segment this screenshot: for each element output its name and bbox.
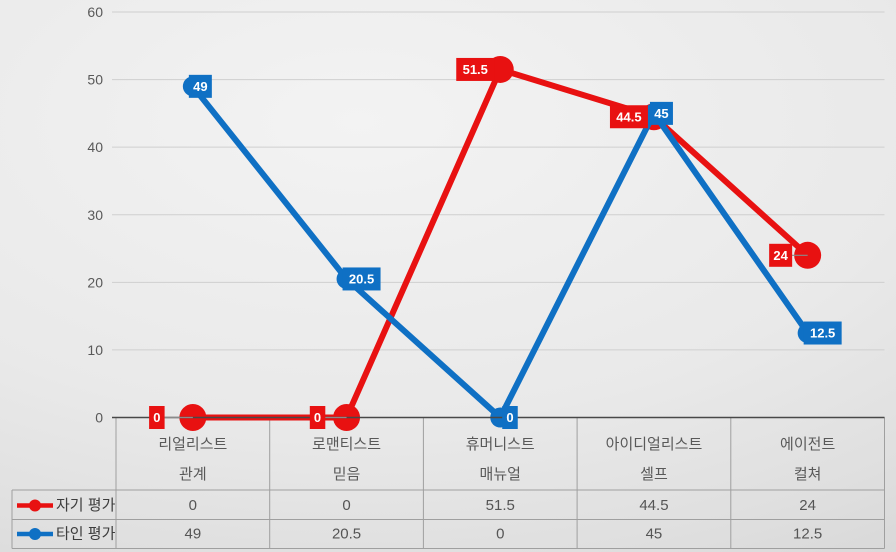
table-cell-value: 12.5: [793, 526, 822, 543]
data-label-value: 49: [193, 79, 207, 94]
series-line-1: [190, 84, 811, 421]
legend-swatch-marker-1: [29, 528, 41, 540]
category-sublabel: 컬쳐: [794, 466, 822, 483]
data-label-box-1: [803, 321, 842, 345]
category-label: 에이전트: [780, 436, 835, 453]
category-label: 로맨티스트: [312, 436, 381, 453]
data-label-value: 0: [153, 410, 160, 425]
category-sublabel: 매뉴얼: [480, 466, 521, 483]
legend-label-0: 자기 평가: [56, 497, 116, 514]
table-cell-value: 0: [496, 526, 504, 543]
data-label-box-1: [502, 406, 518, 429]
y-axis-tick-label: 30: [87, 207, 103, 223]
data-label-box-0: [769, 243, 793, 267]
table-cell-value: 0: [342, 497, 350, 514]
data-label-box-0: [309, 406, 326, 429]
y-axis-tick-label: 50: [87, 72, 103, 88]
category-sublabel: 셀프: [640, 466, 668, 483]
data-label-value: 0: [314, 410, 321, 425]
y-axis-tick-label: 40: [87, 139, 103, 155]
legend-label-1: 타인 평가: [56, 526, 116, 543]
data-label-box-0: [149, 406, 165, 429]
data-label-box-0: [456, 57, 495, 81]
data-label-value: 24: [773, 248, 788, 263]
category-sublabel: 믿음: [333, 466, 361, 483]
table-cell-value: 0: [189, 497, 197, 514]
data-label-value: 44.5: [616, 109, 641, 124]
series-line-0: [192, 66, 810, 421]
table-cell-value: 51.5: [486, 497, 515, 514]
data-label-box-0: [609, 105, 648, 129]
y-axis-tick-label: 20: [87, 274, 103, 290]
y-axis-tick-label: 0: [95, 410, 103, 426]
data-label-value: 12.5: [810, 326, 835, 341]
table-cell-value: 20.5: [332, 526, 361, 543]
y-axis-tick-label: 60: [87, 4, 103, 20]
data-label-box-1: [649, 101, 673, 125]
data-label-value: 51.5: [463, 62, 488, 77]
data-label-value: 0: [506, 410, 513, 425]
category-sublabel: 관계: [179, 466, 207, 483]
category-label: 리얼리스트: [158, 436, 227, 453]
table-cell-value: 44.5: [639, 497, 668, 514]
legend-swatch-marker-0: [29, 499, 41, 512]
table-cell-value: 49: [185, 526, 202, 543]
data-label-box-1: [342, 267, 381, 291]
table-cell-value: 45: [646, 526, 663, 543]
table-cell-value: 24: [799, 497, 816, 514]
data-label-box-1: [188, 74, 212, 98]
category-label: 휴머니스트: [466, 436, 535, 453]
category-label: 아이디얼리스트: [606, 436, 703, 453]
y-axis-tick-label: 10: [87, 342, 103, 358]
data-label-value: 45: [654, 106, 668, 121]
data-label-value: 20.5: [349, 271, 374, 286]
